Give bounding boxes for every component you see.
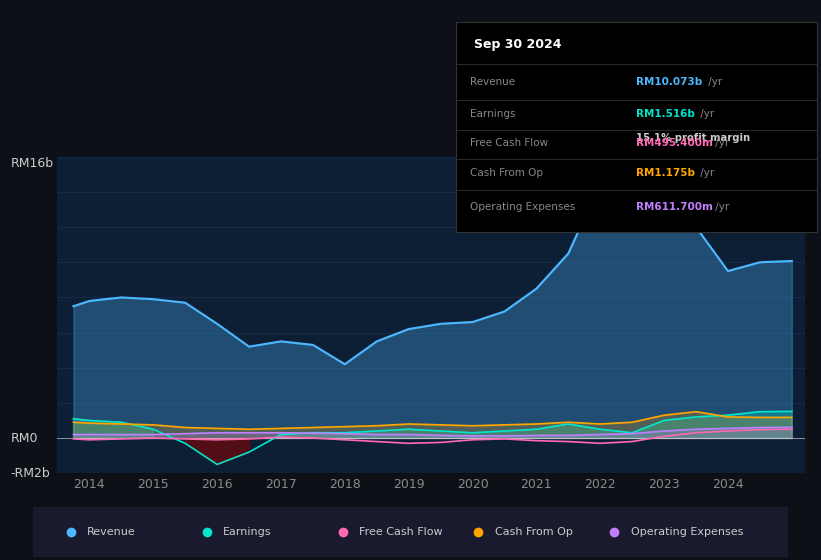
Text: /yr: /yr <box>697 109 714 119</box>
Text: Revenue: Revenue <box>87 527 136 537</box>
Text: RM10.073b: RM10.073b <box>636 77 703 87</box>
Text: RM0: RM0 <box>11 432 38 445</box>
Text: RM1.516b: RM1.516b <box>636 109 695 119</box>
Text: /yr: /yr <box>704 77 722 87</box>
Text: RM495.400m: RM495.400m <box>636 138 713 148</box>
Text: 15.1% profit margin: 15.1% profit margin <box>636 133 750 143</box>
Text: Operating Expenses: Operating Expenses <box>470 202 576 212</box>
Text: Free Cash Flow: Free Cash Flow <box>470 138 548 148</box>
Text: RM1.175b: RM1.175b <box>636 167 695 178</box>
Text: Free Cash Flow: Free Cash Flow <box>359 527 443 537</box>
Text: Earnings: Earnings <box>470 109 516 119</box>
Text: RM611.700m: RM611.700m <box>636 202 713 212</box>
Text: /yr: /yr <box>697 167 714 178</box>
Text: Cash From Op: Cash From Op <box>495 527 573 537</box>
Text: Earnings: Earnings <box>223 527 272 537</box>
Text: Revenue: Revenue <box>470 77 516 87</box>
Text: /yr: /yr <box>712 138 729 148</box>
Text: /yr: /yr <box>712 202 729 212</box>
Text: Cash From Op: Cash From Op <box>470 167 544 178</box>
Text: Operating Expenses: Operating Expenses <box>631 527 744 537</box>
Text: RM16b: RM16b <box>11 157 53 170</box>
Text: Sep 30 2024: Sep 30 2024 <box>474 38 562 51</box>
Text: -RM2b: -RM2b <box>11 466 50 480</box>
